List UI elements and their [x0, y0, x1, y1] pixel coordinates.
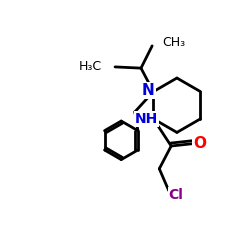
- Text: N: N: [142, 83, 155, 98]
- Text: Cl: Cl: [169, 188, 184, 202]
- Text: H₃C: H₃C: [78, 60, 102, 73]
- Text: NH: NH: [135, 112, 158, 126]
- Text: O: O: [193, 136, 206, 150]
- Text: CH₃: CH₃: [162, 36, 186, 49]
